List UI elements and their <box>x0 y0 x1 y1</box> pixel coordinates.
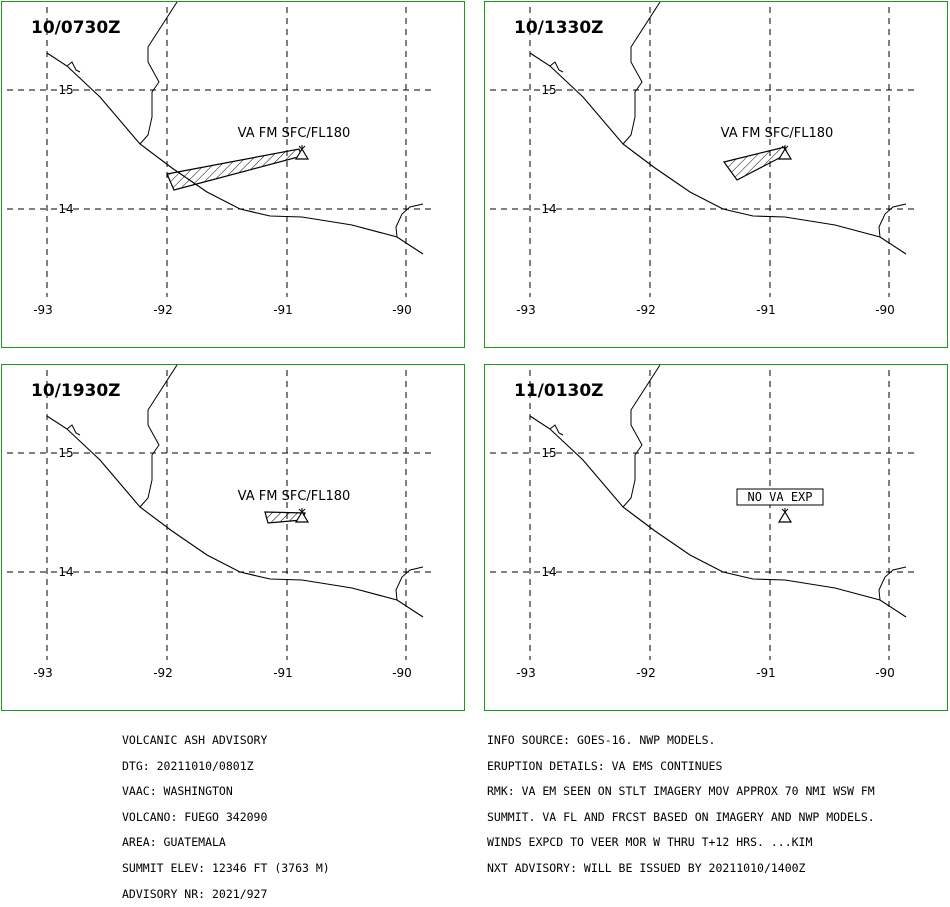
volcano-icon <box>777 508 793 523</box>
ash-cloud-label: VA FM SFC/FL180 <box>721 126 834 141</box>
panel-time-label: 11/0130Z <box>514 381 604 401</box>
advisory-line: VOLCANO: FUEGO 342090 <box>122 809 268 824</box>
guatemala-elsalvador-border <box>878 566 907 601</box>
lon-tick-label: -91 <box>756 666 776 680</box>
lon-tick-label: -93 <box>516 303 536 317</box>
panel-time-label: 10/0730Z <box>31 18 121 38</box>
coastline <box>46 52 424 255</box>
lat-tick-label: 15 <box>58 446 73 460</box>
lat-tick-label: 15 <box>58 83 73 97</box>
map-canvas: -93 -92 -91 -90 15 14 VA FM SFC/FL180 <box>7 2 432 317</box>
ash-cloud-label: VA FM SFC/FL180 <box>238 126 351 141</box>
lon-tick-label: -90 <box>392 303 412 317</box>
advisory-line: DTG: 20211010/0801Z <box>122 758 254 773</box>
mexico-guatemala-border <box>139 365 178 508</box>
ash-cloud-label: VA FM SFC/FL180 <box>238 489 351 504</box>
advisory-line: VOLCANIC ASH ADVISORY <box>122 733 268 747</box>
advisory-line: VAAC: WASHINGTON <box>122 784 233 799</box>
advisory-line: ERUPTION DETAILS: VA EMS CONTINUES <box>487 758 723 773</box>
advisory-line: SUMMIT. VA FL AND FRCST BASED ON IMAGERY… <box>487 809 875 824</box>
lon-tick-label: -93 <box>516 666 536 680</box>
lat-tick-label: 14 <box>58 202 73 216</box>
coastline <box>529 415 907 618</box>
coastline <box>529 52 907 255</box>
lat-tick-label: 14 <box>541 202 556 216</box>
forecast-panel-1: -93 -92 -91 -90 15 14 VA FM SFC/FL180 10/0730Z <box>1 1 465 348</box>
lon-tick-label: -93 <box>33 303 53 317</box>
ash-cloud-label: NO VA EXP <box>747 490 812 504</box>
advisory-line: RMK: VA EM SEEN ON STLT IMAGERY MOV APPR… <box>487 784 875 799</box>
volcano-icon <box>777 145 793 160</box>
lat-tick-label: 15 <box>541 446 556 460</box>
forecast-panel-4: -93 -92 -91 -90 15 14 NO VA EXP 11/0130Z <box>484 364 948 711</box>
panel-time-label: 10/1930Z <box>31 381 121 401</box>
lon-tick-label: -92 <box>153 666 173 680</box>
lon-tick-label: -92 <box>153 303 173 317</box>
lon-tick-label: -92 <box>636 666 656 680</box>
ash-cloud-group <box>166 148 303 191</box>
map-canvas: -93 -92 -91 -90 15 14 NO VA EXP <box>490 365 915 680</box>
lon-tick-label: -91 <box>273 303 293 317</box>
advisory-line: NXT ADVISORY: WILL BE ISSUED BY 20211010… <box>487 860 806 875</box>
panel-time-label: 10/1330Z <box>514 18 604 38</box>
ash-cloud-polygon <box>166 148 303 191</box>
volcano-icon <box>294 145 310 160</box>
label-box <box>736 488 824 506</box>
lat-tick-label: 14 <box>58 565 73 579</box>
advisory-line: SUMMIT ELEV: 12346 FT (3763 M) <box>122 860 330 875</box>
volcano-icon <box>294 508 310 523</box>
guatemala-elsalvador-border <box>878 203 907 238</box>
lat-tick-label: 15 <box>541 83 556 97</box>
lon-tick-label: -91 <box>273 666 293 680</box>
lon-tick-label: -93 <box>33 666 53 680</box>
forecast-panel-3: -93 -92 -91 -90 15 14 VA FM SFC/FL180 10/1930Z <box>1 364 465 711</box>
lon-tick-label: -90 <box>392 666 412 680</box>
lon-tick-label: -92 <box>636 303 656 317</box>
ash-cloud-polygon <box>722 146 788 181</box>
coastline <box>46 415 424 618</box>
lon-tick-label: -91 <box>756 303 776 317</box>
advisory-info-right: INFO SOURCE: GOES-16. NWP MODELS. ERUPTI… <box>487 719 875 881</box>
guatemala-elsalvador-border <box>395 203 424 238</box>
advisory-line: AREA: GUATEMALA <box>122 835 226 850</box>
map-canvas: -93 -92 -91 -90 15 14 VA FM SFC/FL180 <box>490 2 915 317</box>
lat-tick-label: 14 <box>541 565 556 579</box>
advisory-info-left: VOLCANIC ASH ADVISORY DTG: 20211010/0801… <box>122 719 330 907</box>
ash-cloud-group <box>722 146 788 181</box>
mexico-guatemala-border <box>622 365 661 508</box>
mexico-guatemala-border <box>139 2 178 145</box>
advisory-line: WINDS EXPCD TO VEER MOR W THRU T+12 HRS.… <box>487 835 813 850</box>
lon-tick-label: -90 <box>875 666 895 680</box>
advisory-line: INFO SOURCE: GOES-16. NWP MODELS. <box>487 733 716 747</box>
guatemala-elsalvador-border <box>395 566 424 601</box>
mexico-guatemala-border <box>622 2 661 145</box>
coastline-detail <box>66 424 81 436</box>
advisory-line: ADVISORY NR: 2021/927 <box>122 886 268 901</box>
forecast-panel-2: -93 -92 -91 -90 15 14 VA FM SFC/FL180 10/1330Z <box>484 1 948 348</box>
coastline-detail <box>549 424 564 436</box>
coastline-detail <box>66 61 81 73</box>
map-canvas: -93 -92 -91 -90 15 14 VA FM SFC/FL180 <box>7 365 432 680</box>
coastline-detail <box>549 61 564 73</box>
lon-tick-label: -90 <box>875 303 895 317</box>
